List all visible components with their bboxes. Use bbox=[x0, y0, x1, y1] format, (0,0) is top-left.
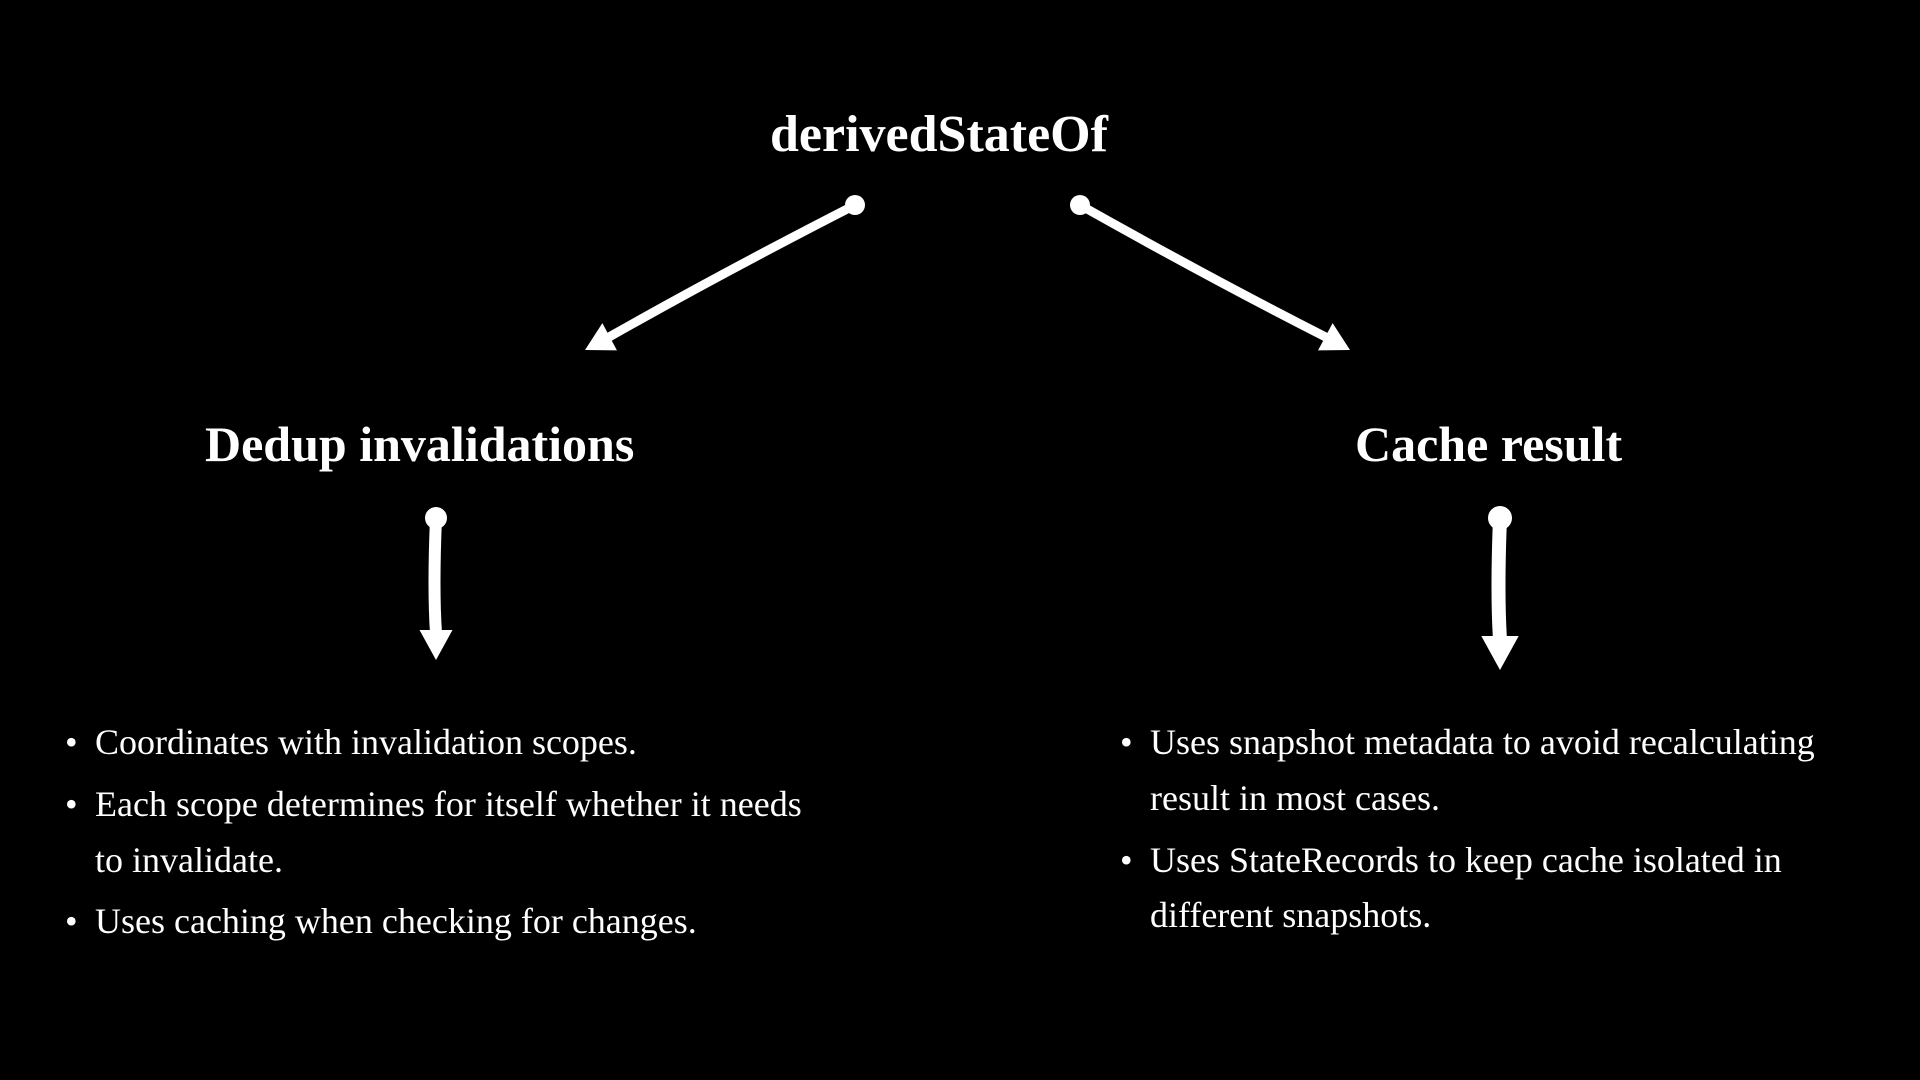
arrow-top-right bbox=[1070, 195, 1350, 350]
arrows-layer bbox=[0, 0, 1920, 1080]
arrow-mid-right bbox=[1481, 506, 1518, 670]
arrow-top-left bbox=[585, 195, 865, 350]
arrow-mid-left bbox=[420, 507, 453, 660]
